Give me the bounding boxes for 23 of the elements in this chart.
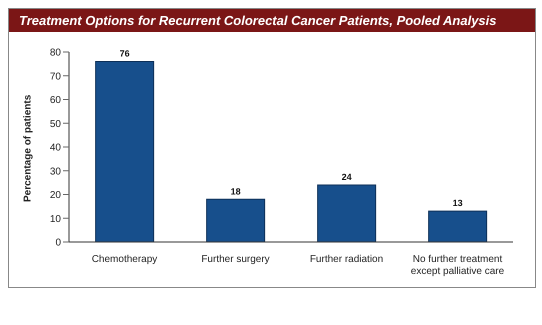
x-tick-label: Chemotherapy <box>92 254 158 265</box>
y-tick-label: 70 <box>50 71 62 82</box>
y-tick-label: 10 <box>50 214 62 225</box>
y-tick-label: 40 <box>50 142 62 154</box>
data-label: 13 <box>452 198 463 208</box>
x-tick-label: Further radiation <box>310 254 384 265</box>
x-tick-label: No further treatment except palliative care <box>410 254 505 277</box>
y-tick-label: 80 <box>50 48 62 59</box>
y-tick-label: 50 <box>50 118 62 130</box>
y-tick-label: 0 <box>55 238 62 249</box>
y-tick-label: 60 <box>50 95 62 106</box>
y-tick-label: 30 <box>50 166 62 178</box>
bar <box>317 184 376 242</box>
bar <box>206 198 266 242</box>
y-axis-title: Percentage of patients <box>22 94 34 202</box>
bar <box>95 61 154 242</box>
y-tick-label: 20 <box>50 190 62 202</box>
bar <box>428 210 488 242</box>
data-label: 76 <box>120 48 130 58</box>
data-label: 18 <box>230 186 241 196</box>
data-label: 24 <box>342 172 352 182</box>
x-tick-label: Further surgery <box>201 254 270 265</box>
chart-title: Treatment Options for Recurrent Colorectal Cancer Patients, Pooled Analysis <box>9 9 535 32</box>
